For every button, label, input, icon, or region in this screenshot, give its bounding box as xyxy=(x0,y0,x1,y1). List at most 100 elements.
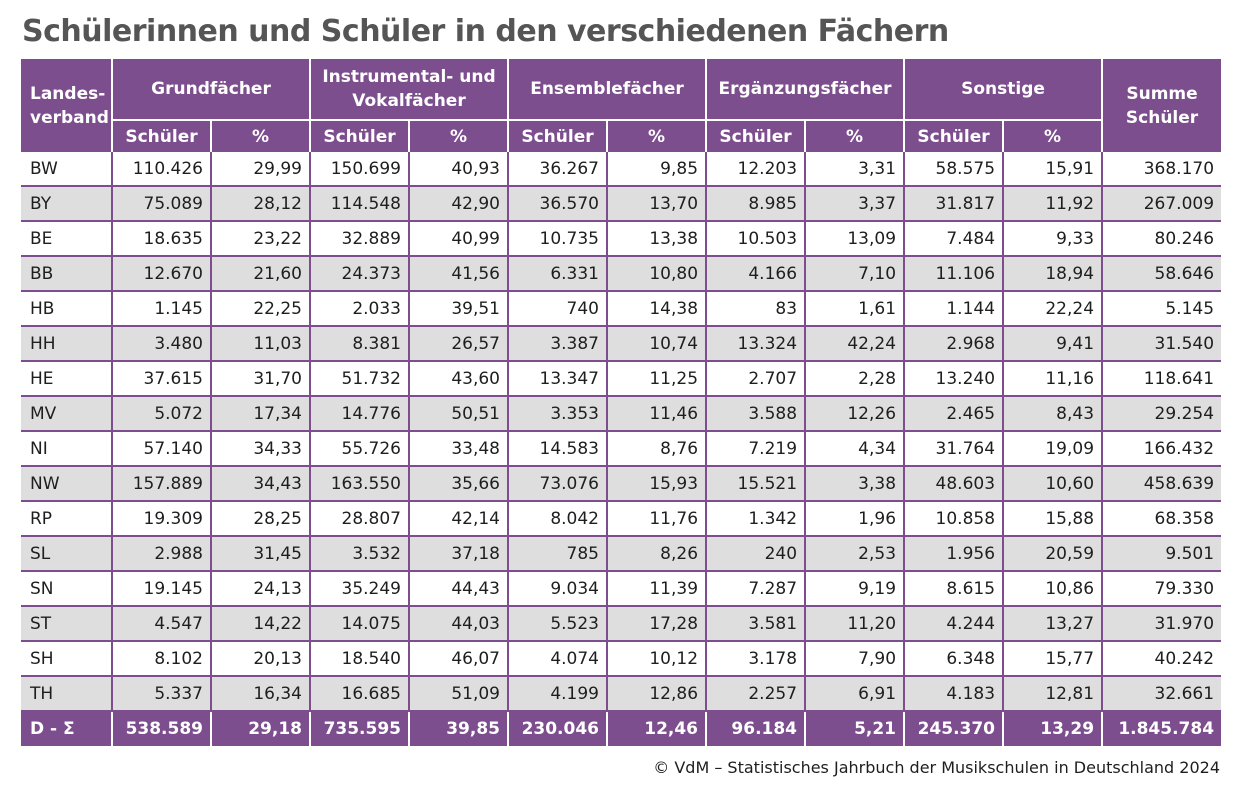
table-cell: 19,09 xyxy=(1003,431,1104,467)
row-label: NW xyxy=(21,466,113,502)
table-cell: 10,86 xyxy=(1003,571,1104,607)
table-cell: 7.219 xyxy=(706,431,807,467)
table-cell: 29,99 xyxy=(211,152,311,187)
sum-cell: 29.254 xyxy=(1102,396,1222,432)
row-label: TH xyxy=(21,676,113,712)
table-cell: 3.532 xyxy=(310,536,410,572)
table-cell: 34,33 xyxy=(211,431,311,467)
table-cell: 42,90 xyxy=(409,186,509,222)
table-cell: 6.331 xyxy=(508,256,608,292)
table-row: SL 2.988 31,45 3.532 37,18 785 8,26 240 2,53 1.95… xyxy=(21,536,1222,572)
table-cell: 11,92 xyxy=(1003,186,1104,222)
table-cell: 5,21 xyxy=(805,711,906,746)
table-cell: 3.480 xyxy=(112,326,212,362)
table-cell: 51,09 xyxy=(409,676,509,712)
table-cell: 1.342 xyxy=(706,501,807,537)
table-cell: 4.166 xyxy=(706,256,807,292)
table-cell: 8.102 xyxy=(112,641,212,677)
table-cell: 28.807 xyxy=(310,501,410,537)
table-cell: 1.145 xyxy=(112,291,212,327)
table-row: BW 110.426 29,99 150.699 40,93 36.267 9,85 12.2… xyxy=(21,152,1222,187)
table-cell: 2.988 xyxy=(112,536,212,572)
table-cell: 37,18 xyxy=(409,536,509,572)
row-label: HE xyxy=(21,361,113,397)
table-cell: 2.707 xyxy=(706,361,807,397)
table-cell: 4.183 xyxy=(904,676,1005,712)
table-cell: 24.373 xyxy=(310,256,410,292)
table-cell: 538.589 xyxy=(112,711,212,746)
row-label: BY xyxy=(21,186,113,222)
header-group: Instrumental- und Vokalfächer xyxy=(310,59,509,120)
table-cell: 9,41 xyxy=(1003,326,1104,362)
table-cell: 8.615 xyxy=(904,571,1005,607)
table-cell: 13.347 xyxy=(508,361,608,397)
table-cell: 15,77 xyxy=(1003,641,1104,677)
table-cell: 1.956 xyxy=(904,536,1005,572)
table-cell: 18.635 xyxy=(112,221,212,257)
table-cell: 22,24 xyxy=(1003,291,1104,327)
table-cell: 230.046 xyxy=(508,711,608,746)
table-cell: 10,60 xyxy=(1003,466,1104,502)
table-cell: 12,46 xyxy=(607,711,708,746)
sum-cell: 58.646 xyxy=(1102,256,1222,292)
table-cell: 2,28 xyxy=(805,361,906,397)
table-cell: 14.075 xyxy=(310,606,410,642)
table-cell: 12,86 xyxy=(607,676,708,712)
table-cell: 36.570 xyxy=(508,186,608,222)
table-cell: 8,76 xyxy=(607,431,708,467)
table-cell: 31.764 xyxy=(904,431,1005,467)
table-cell: 26,57 xyxy=(409,326,509,362)
table-cell: 740 xyxy=(508,291,608,327)
table-cell: 35,66 xyxy=(409,466,509,502)
sum-cell: 267.009 xyxy=(1102,186,1222,222)
table-cell: 19.309 xyxy=(112,501,212,537)
table-cell: 31.817 xyxy=(904,186,1005,222)
table-cell: 9,33 xyxy=(1003,221,1104,257)
table-cell: 75.089 xyxy=(112,186,212,222)
table-cell: 33,48 xyxy=(409,431,509,467)
table-cell: 35.249 xyxy=(310,571,410,607)
table-cell: 17,28 xyxy=(607,606,708,642)
table-cell: 245.370 xyxy=(904,711,1005,746)
table-cell: 2.033 xyxy=(310,291,410,327)
table-cell: 41,56 xyxy=(409,256,509,292)
table-cell: 13,27 xyxy=(1003,606,1104,642)
table-cell: 1,96 xyxy=(805,501,906,537)
table-cell: 163.550 xyxy=(310,466,410,502)
table-cell: 96.184 xyxy=(706,711,807,746)
table-cell: 8,43 xyxy=(1003,396,1104,432)
table-cell: 13,70 xyxy=(607,186,708,222)
table-cell: 12.670 xyxy=(112,256,212,292)
table-cell: 11,20 xyxy=(805,606,906,642)
table-cell: 10,12 xyxy=(607,641,708,677)
table-cell: 34,43 xyxy=(211,466,311,502)
table-row: NW 157.889 34,43 163.550 35,66 73.076 15,93 15.… xyxy=(21,466,1222,502)
table-cell: 2.465 xyxy=(904,396,1005,432)
header-schueler: Schüler xyxy=(706,119,807,152)
table-cell: 9,85 xyxy=(607,152,708,187)
table-cell: 11,25 xyxy=(607,361,708,397)
row-label: SH xyxy=(21,641,113,677)
table-cell: 19.145 xyxy=(112,571,212,607)
row-label: D - Σ xyxy=(21,711,113,746)
table-cell: 11,16 xyxy=(1003,361,1104,397)
table-cell: 44,43 xyxy=(409,571,509,607)
table-cell: 3,38 xyxy=(805,466,906,502)
header-percent: % xyxy=(805,119,906,152)
table-cell: 5.072 xyxy=(112,396,212,432)
table-cell: 55.726 xyxy=(310,431,410,467)
table-cell: 31,45 xyxy=(211,536,311,572)
table-cell: 31,70 xyxy=(211,361,311,397)
table-cell: 5.337 xyxy=(112,676,212,712)
table-cell: 12,81 xyxy=(1003,676,1104,712)
table-cell: 2.257 xyxy=(706,676,807,712)
table-cell: 3,37 xyxy=(805,186,906,222)
table-cell: 20,59 xyxy=(1003,536,1104,572)
sum-cell: 458.639 xyxy=(1102,466,1222,502)
table-cell: 4.244 xyxy=(904,606,1005,642)
table-cell: 42,24 xyxy=(805,326,906,362)
table-cell: 13.240 xyxy=(904,361,1005,397)
table-cell: 15,88 xyxy=(1003,501,1104,537)
table-cell: 3.581 xyxy=(706,606,807,642)
sum-cell: 5.145 xyxy=(1102,291,1222,327)
